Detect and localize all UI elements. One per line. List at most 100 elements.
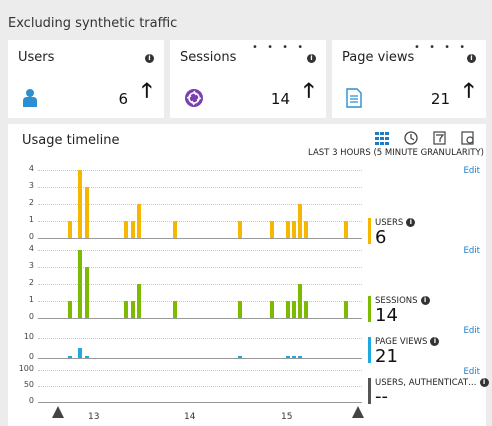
info-icon[interactable]: i [420, 296, 430, 305]
users-legend-name: USERS i [375, 218, 416, 228]
user-icon [23, 89, 37, 107]
x-tick-label: 15 [281, 412, 293, 422]
pagination-dots: • • • • [252, 42, 307, 53]
up-arrow-icon: 🡑 [303, 78, 314, 102]
users-gridline [38, 238, 362, 239]
sessions-bar[interactable] [286, 301, 290, 318]
users-bar[interactable] [137, 204, 141, 238]
tile-label: Sessions [180, 50, 237, 65]
sessions-bar[interactable] [344, 301, 348, 318]
sessions-y-tick: 4 [28, 244, 34, 253]
sessions-bar[interactable] [78, 250, 82, 318]
users-bar[interactable] [298, 204, 302, 238]
settings-icon[interactable] [460, 130, 476, 146]
pageviews-y-tick: 0 [28, 352, 34, 361]
auth-y-tick: 100 [18, 364, 34, 373]
users-bar[interactable] [78, 170, 82, 238]
info-icon[interactable]: i [145, 54, 154, 63]
pageviews-bar[interactable] [68, 356, 72, 358]
users-legend-bar [368, 218, 371, 244]
tile-value: 21 [430, 90, 450, 108]
edit-link[interactable]: Edit [463, 326, 480, 336]
users-bar[interactable] [292, 221, 296, 238]
users-gridline [38, 187, 362, 188]
users-bar[interactable] [270, 221, 274, 238]
info-icon[interactable]: i [307, 54, 316, 63]
sessions-bar[interactable] [304, 301, 308, 318]
sessions-legend-value: 14 [375, 305, 398, 326]
users-bar[interactable] [344, 221, 348, 238]
auth-y-tick: 0 [28, 396, 34, 405]
auth-legend-bar [368, 378, 371, 404]
sessions-gridline [38, 284, 362, 285]
sessions-gridline [38, 250, 362, 251]
users-gridline [38, 221, 362, 222]
filter-icon[interactable] [432, 130, 448, 146]
auth-gridline [38, 370, 362, 371]
users-bar[interactable] [124, 221, 128, 238]
panel-title: Usage timeline [22, 133, 120, 148]
info-icon[interactable]: i [467, 54, 476, 63]
info-icon[interactable]: i [406, 218, 416, 227]
users-bar[interactable] [173, 221, 177, 238]
sessions-bar[interactable] [173, 301, 177, 318]
auth-legend-name: USERS, AUTHENTICAT… i [375, 378, 489, 388]
users-bar[interactable] [131, 221, 135, 238]
pagination-dots: • • • • [414, 42, 469, 53]
range-end-handle[interactable] [352, 406, 364, 418]
pageviews-bar[interactable] [298, 356, 302, 358]
pageviews-legend-name: PAGE VIEWS i [375, 337, 440, 347]
users-gridline [38, 204, 362, 205]
users-bar[interactable] [85, 187, 89, 238]
sessions-bar[interactable] [292, 301, 296, 318]
users-bar[interactable] [238, 221, 242, 238]
pageviews-bar[interactable] [78, 348, 82, 358]
sessions-bar[interactable] [137, 284, 141, 318]
info-icon[interactable]: i [430, 337, 440, 346]
edit-link[interactable]: Edit [463, 166, 480, 176]
page-views-tile[interactable]: • • • • Page views i 21 🡑 [332, 40, 486, 118]
up-arrow-icon: 🡑 [463, 78, 474, 102]
sessions-tile[interactable]: • • • • Sessions i 14 🡑 [170, 40, 326, 118]
tile-value: 14 [270, 90, 290, 108]
sessions-bar[interactable] [85, 267, 89, 318]
pageviews-bar[interactable] [85, 356, 89, 358]
edit-link[interactable]: Edit [463, 367, 480, 377]
users-y-tick: 1 [28, 215, 34, 224]
pageviews-bar[interactable] [292, 356, 296, 358]
sessions-bar[interactable] [124, 301, 128, 318]
sessions-bar[interactable] [238, 301, 242, 318]
sessions-bar[interactable] [270, 301, 274, 318]
users-y-tick: 3 [28, 181, 34, 190]
time-range-label[interactable]: LAST 3 HOURS (5 MINUTE GRANULARITY) [308, 148, 484, 158]
users-bar[interactable] [286, 221, 290, 238]
pageviews-bar[interactable] [286, 356, 290, 358]
users-y-tick: 4 [28, 164, 34, 173]
auth-legend-value: -- [375, 386, 388, 407]
pageviews-legend-bar [368, 337, 371, 363]
auth-y-tick: 50 [23, 380, 34, 389]
range-start-handle[interactable] [52, 406, 64, 418]
users-bar[interactable] [68, 221, 72, 238]
users-legend-value: 6 [375, 227, 387, 248]
sessions-y-tick: 0 [28, 312, 34, 321]
info-icon[interactable]: i [479, 378, 489, 387]
pageviews-y-tick: 10 [23, 332, 34, 341]
sessions-y-tick: 2 [28, 278, 34, 287]
grid-icon[interactable] [374, 130, 390, 146]
edit-link[interactable]: Edit [463, 246, 480, 256]
auth-gridline [38, 402, 362, 403]
tile-label: Users [18, 50, 55, 65]
pageviews-gridline [38, 338, 362, 339]
users-tile[interactable]: Users i 6 🡑 [8, 40, 164, 118]
sessions-legend-name: SESSIONS i [375, 296, 430, 306]
x-tick-label: 14 [184, 412, 196, 422]
users-gridline [38, 170, 362, 171]
users-bar[interactable] [304, 221, 308, 238]
sessions-bar[interactable] [68, 301, 72, 318]
pageviews-legend-value: 21 [375, 346, 398, 367]
sessions-bar[interactable] [298, 284, 302, 318]
history-icon[interactable] [403, 130, 419, 146]
pageviews-bar[interactable] [238, 356, 242, 358]
sessions-bar[interactable] [131, 301, 135, 318]
